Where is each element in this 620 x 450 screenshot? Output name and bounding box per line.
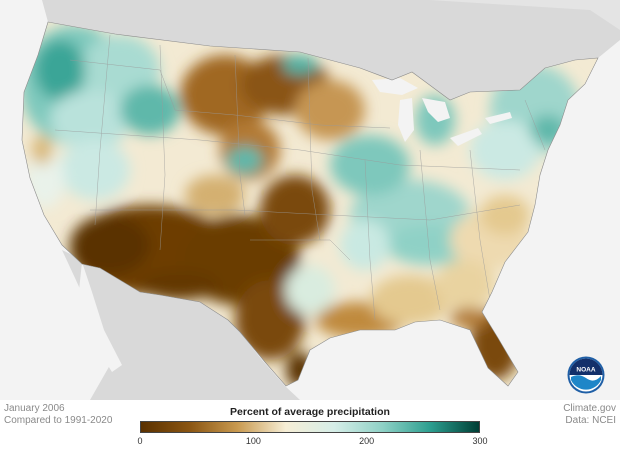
precipitation-map bbox=[0, 0, 620, 400]
surrounding-land bbox=[0, 0, 620, 400]
legend-tick-label: 200 bbox=[359, 436, 375, 446]
noaa-logo: NOAA bbox=[567, 356, 605, 394]
data-source-label: Data: NCEI bbox=[565, 415, 616, 426]
us-outline bbox=[21, 21, 599, 387]
legend-color-bar bbox=[140, 421, 480, 433]
date-caption: January 2006 Compared to 1991-2020 bbox=[4, 403, 112, 427]
source-label: Climate.gov bbox=[563, 403, 616, 414]
legend-tick-label: 300 bbox=[472, 436, 488, 446]
legend-tick-label: 0 bbox=[137, 436, 143, 446]
baseline-label: Compared to 1991-2020 bbox=[4, 415, 113, 426]
legend-tick-label: 100 bbox=[245, 436, 261, 446]
legend-title: Percent of average precipitation bbox=[230, 406, 390, 418]
date-label: January 2006 bbox=[4, 403, 65, 414]
noaa-logo-text: NOAA bbox=[576, 367, 595, 374]
great-lakes bbox=[372, 78, 512, 146]
map-panel: NOAA bbox=[0, 0, 620, 400]
source-caption: Climate.gov Data: NCEI bbox=[563, 403, 616, 427]
